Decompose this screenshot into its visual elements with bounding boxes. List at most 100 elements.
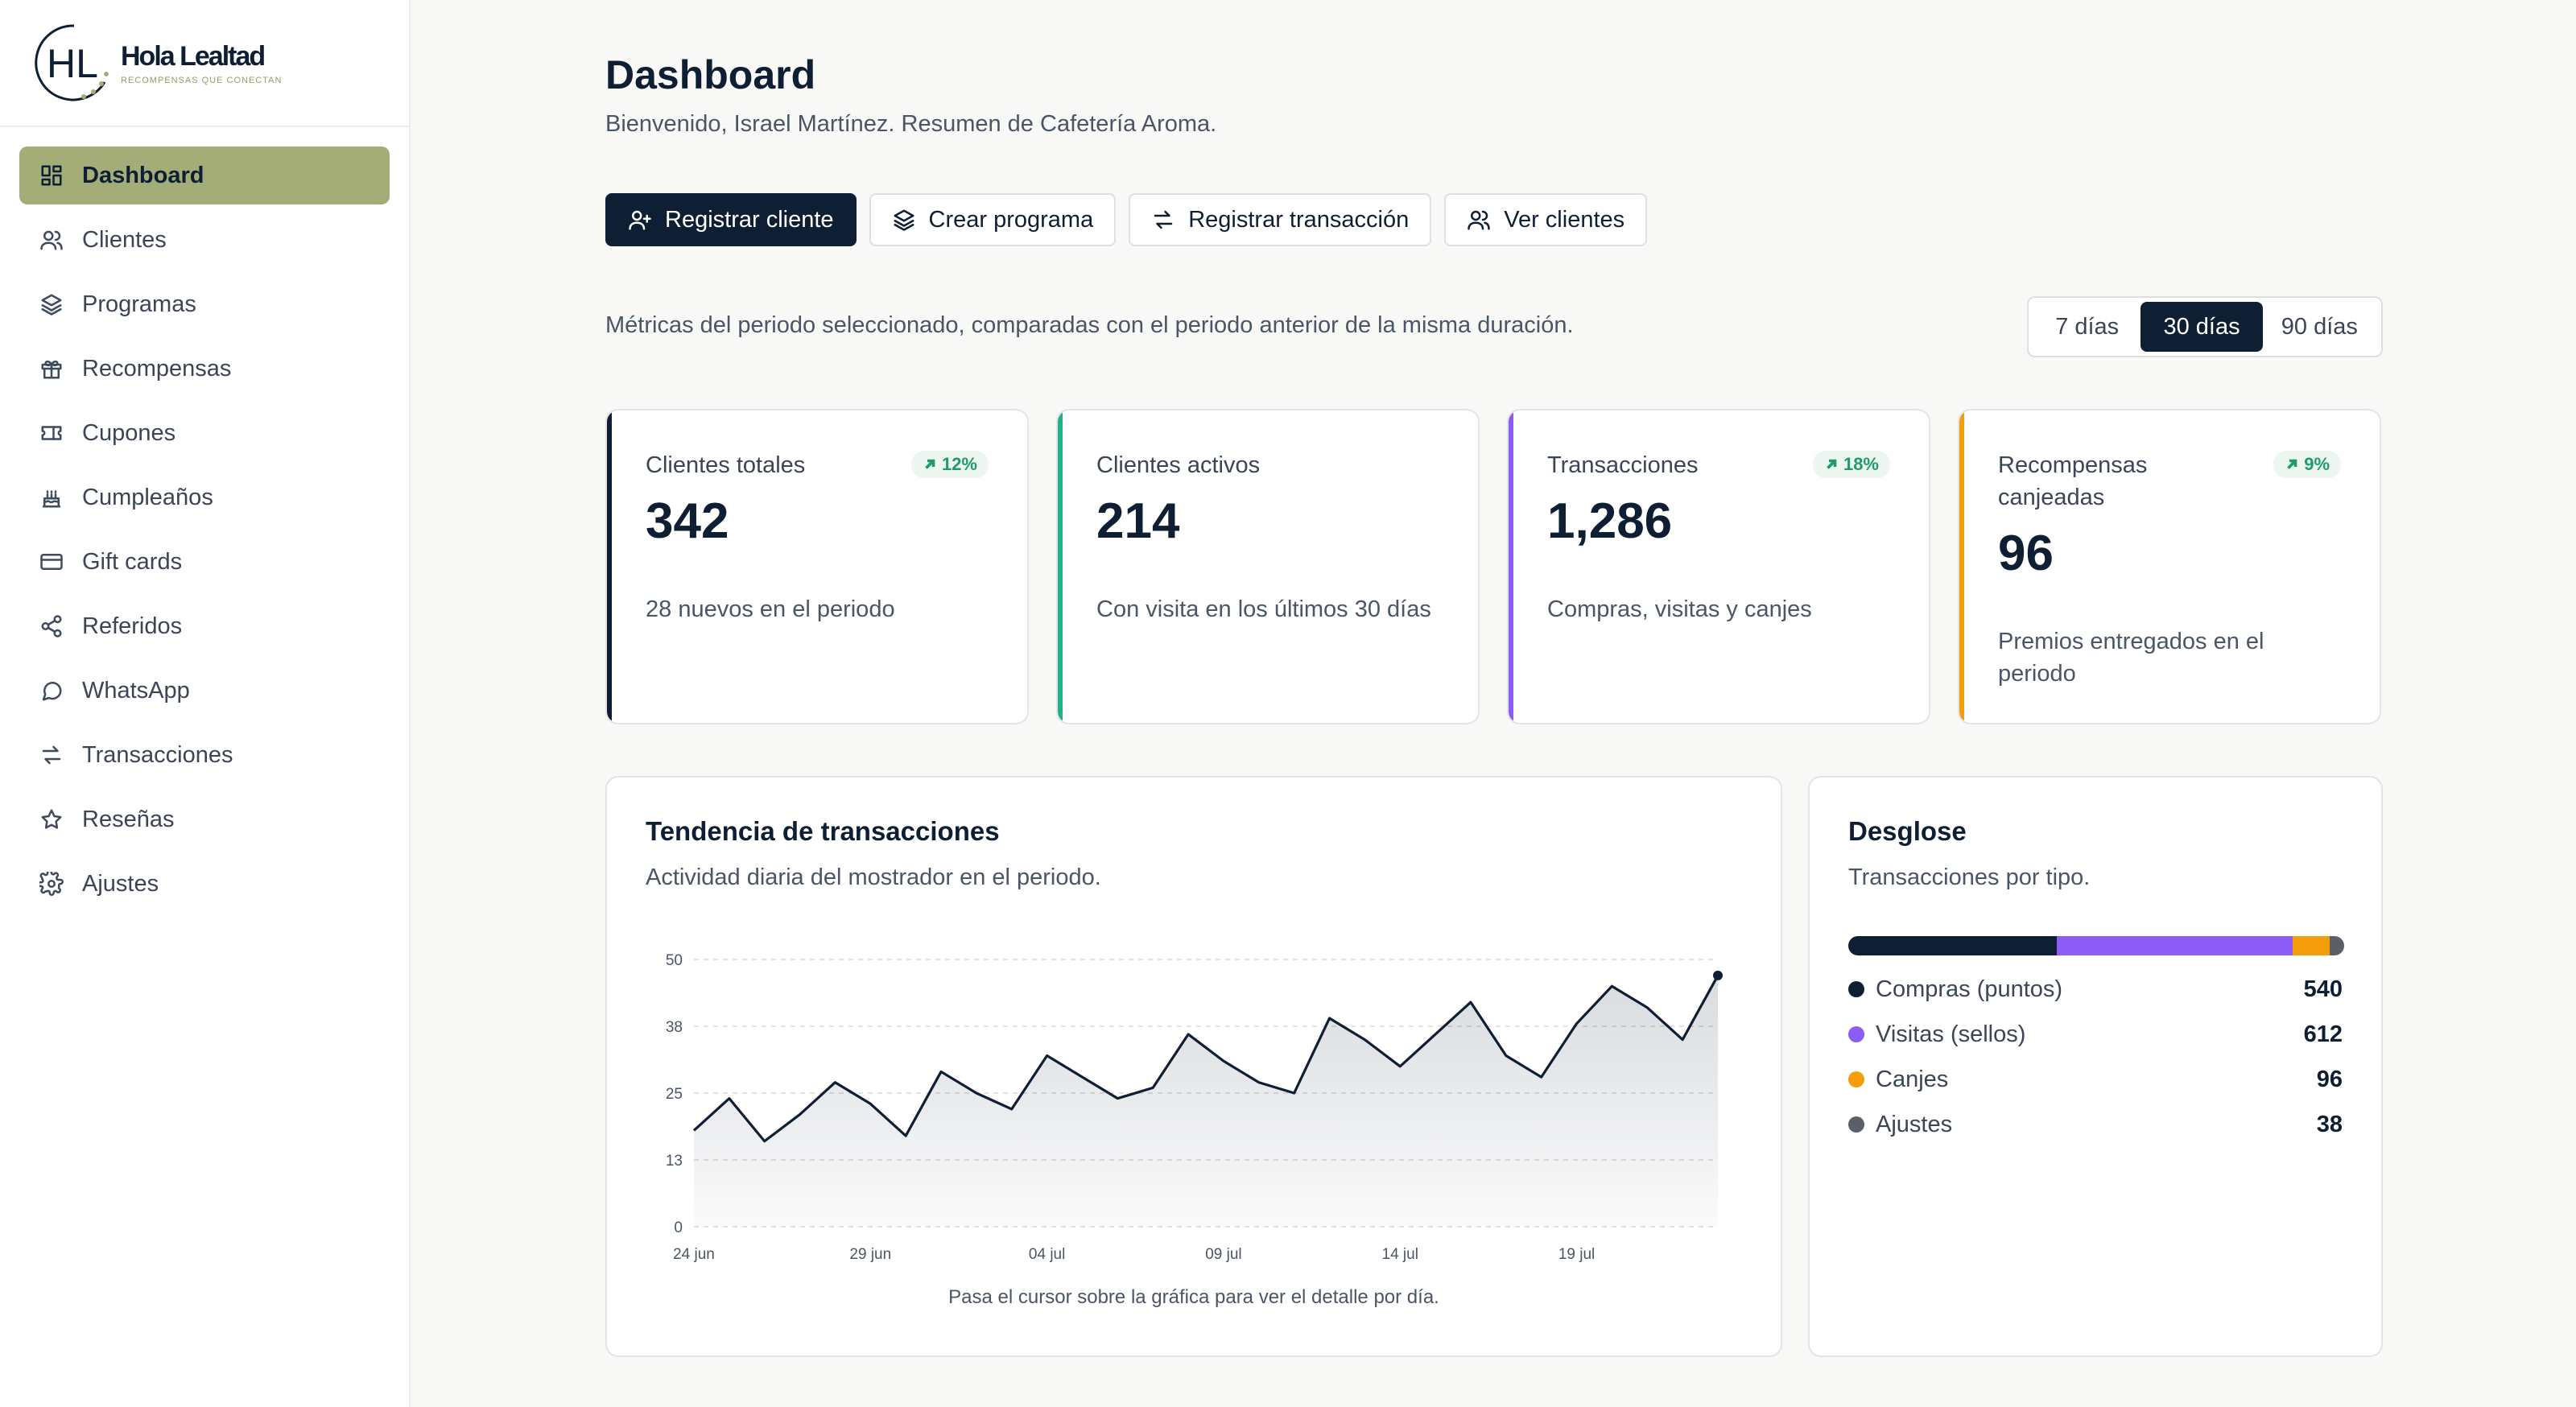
- trend-point[interactable]: [1288, 1087, 1301, 1100]
- create-program-button[interactable]: Crear programa: [869, 193, 1117, 246]
- trend-point[interactable]: [1253, 1076, 1265, 1089]
- sidebar-item-transacciones[interactable]: Transacciones: [19, 726, 390, 784]
- y-tick-label: 38: [666, 1019, 683, 1036]
- register-transaction-button[interactable]: Registrar transacción: [1129, 193, 1432, 246]
- sidebar: HL Hola Lealtad RECOMPENSAS QUE CONECTAN…: [0, 0, 411, 1407]
- trend-point[interactable]: [1393, 1060, 1406, 1073]
- sidebar-item-label: Recompensas: [82, 355, 232, 382]
- trend-point[interactable]: [1500, 1050, 1513, 1062]
- metric-value: 1,286: [1547, 493, 1673, 549]
- metric-card: Clientes activos 214 Con visita en los últ…: [1056, 409, 1480, 724]
- period-note: Métricas del periodo seleccionado, compa…: [605, 312, 1574, 338]
- trend-point[interactable]: [1641, 1001, 1653, 1014]
- trend-point[interactable]: [1464, 996, 1477, 1009]
- sidebar-item-clientes[interactable]: Clientes: [19, 211, 390, 269]
- transactions-trend-panel: Tendencia de transacciones Actividad dia…: [605, 776, 1782, 1357]
- metric-accent-stripe: [607, 411, 612, 723]
- trend-point[interactable]: [828, 1076, 841, 1089]
- x-tick-label: 14 jul: [1382, 1246, 1418, 1263]
- view-clients-label: Ver clientes: [1504, 206, 1625, 233]
- trend-point[interactable]: [1429, 1028, 1442, 1041]
- users-icon: [39, 227, 64, 253]
- sidebar-item-whatsapp[interactable]: WhatsApp: [19, 662, 390, 720]
- range-30-days[interactable]: 30 días: [2140, 302, 2263, 352]
- svg-text:HL: HL: [47, 41, 98, 86]
- range-7-days[interactable]: 7 días: [2055, 313, 2120, 340]
- metric-delta: 9%: [2304, 454, 2330, 474]
- trend-point[interactable]: [687, 1124, 700, 1137]
- sidebar-item-label: Cumpleaños: [82, 484, 213, 510]
- trend-point[interactable]: [794, 1108, 807, 1121]
- trend-point[interactable]: [758, 1135, 771, 1148]
- sidebar-item-ajustes[interactable]: Ajustes: [19, 855, 390, 913]
- breakdown-legend-row: Visitas (sellos) 612: [1848, 1012, 2343, 1057]
- period-range-toggle: 7 días 30 días 90 días: [2027, 296, 2383, 357]
- trend-point[interactable]: [935, 1065, 947, 1078]
- y-tick-label: 50: [666, 952, 683, 969]
- sidebar-nav: Dashboard Clientes Programas Recompensas Cup…: [0, 127, 409, 939]
- arrows-icon: [39, 742, 64, 768]
- trend-point[interactable]: [1111, 1092, 1124, 1105]
- breakdown-title: Desglose: [1848, 816, 1967, 846]
- legend-value: 96: [2316, 1066, 2343, 1092]
- trend-point[interactable]: [970, 1087, 983, 1100]
- sidebar-item-label: Transacciones: [82, 741, 233, 768]
- share-icon: [39, 613, 64, 639]
- arrow-up-right-icon: [2287, 459, 2297, 469]
- trend-point[interactable]: [1146, 1081, 1159, 1094]
- trend-point[interactable]: [1075, 1071, 1088, 1083]
- page-title: Dashboard: [605, 52, 816, 97]
- breakdown-stacked-bar: [1848, 936, 2344, 955]
- trend-point[interactable]: [1005, 1103, 1018, 1116]
- logo[interactable]: HL Hola Lealtad RECOMPENSAS QUE CONECTAN: [0, 0, 409, 127]
- trend-point[interactable]: [1571, 1017, 1583, 1030]
- chart-hint: Pasa el cursor sobre la gráfica para ver…: [948, 1286, 1439, 1308]
- metric-label: Recompensas canjeadas: [1998, 452, 2148, 510]
- view-clients-button[interactable]: Ver clientes: [1444, 193, 1648, 246]
- sidebar-item-label: WhatsApp: [82, 677, 190, 704]
- range-90-days[interactable]: 90 días: [2281, 313, 2358, 340]
- star-icon: [39, 807, 64, 832]
- trend-up-badge: 12%: [910, 451, 989, 478]
- credit-card-icon: [39, 549, 64, 575]
- trend-point[interactable]: [864, 1097, 877, 1110]
- dashboard-icon: [39, 163, 64, 188]
- trend-point[interactable]: [1535, 1071, 1548, 1083]
- trend-point[interactable]: [1713, 970, 1723, 980]
- trend-point[interactable]: [723, 1092, 736, 1105]
- metric-value: 342: [646, 493, 729, 549]
- breakdown-legend-row: Ajustes 38: [1848, 1102, 2343, 1147]
- trend-subtitle: Actividad diaria del mostrador en el per…: [646, 864, 1101, 890]
- sidebar-item-cumpleanos[interactable]: Cumpleaños: [19, 468, 390, 526]
- sidebar-item-label: Programas: [82, 291, 196, 317]
- legend-dot: [1848, 1116, 1864, 1133]
- trend-point[interactable]: [1323, 1012, 1336, 1025]
- sidebar-item-programas[interactable]: Programas: [19, 275, 390, 333]
- sidebar-item-resenas[interactable]: Reseñas: [19, 790, 390, 848]
- user-plus-icon: [629, 210, 651, 230]
- quick-actions: Registrar cliente Crear programa Registr…: [605, 193, 1648, 246]
- metric-delta: 18%: [1843, 454, 1879, 474]
- legend-value: 38: [2316, 1111, 2343, 1137]
- sidebar-item-gift-cards[interactable]: Gift cards: [19, 533, 390, 591]
- sidebar-item-dashboard[interactable]: Dashboard: [19, 146, 390, 204]
- x-tick-label: 19 jul: [1558, 1246, 1595, 1263]
- legend-value: 540: [2303, 976, 2343, 1002]
- trend-up-badge: 18%: [1812, 451, 1890, 478]
- trend-point[interactable]: [1605, 980, 1618, 992]
- metric-card: Clientes totales 12% 342 28 nuevos en el pe…: [605, 409, 1029, 724]
- trend-point[interactable]: [899, 1129, 912, 1142]
- legend-value: 612: [2303, 1021, 2343, 1047]
- sidebar-item-cupones[interactable]: Cupones: [19, 404, 390, 462]
- register-client-button[interactable]: Registrar cliente: [605, 193, 857, 246]
- trend-point[interactable]: [1358, 1034, 1371, 1046]
- trend-point[interactable]: [1182, 1028, 1195, 1041]
- trend-point[interactable]: [1041, 1050, 1054, 1062]
- trend-point[interactable]: [1217, 1054, 1230, 1067]
- trend-chart[interactable]: 0 13 25 38 50 24 jun 29 jun 04 jul 09 jul 14 jul 1…: [607, 778, 1784, 1359]
- x-tick-label: 09 jul: [1205, 1246, 1241, 1263]
- sidebar-item-label: Clientes: [82, 226, 167, 253]
- sidebar-item-referidos[interactable]: Referidos: [19, 597, 390, 655]
- sidebar-item-recompensas[interactable]: Recompensas: [19, 340, 390, 398]
- trend-point[interactable]: [1676, 1034, 1689, 1046]
